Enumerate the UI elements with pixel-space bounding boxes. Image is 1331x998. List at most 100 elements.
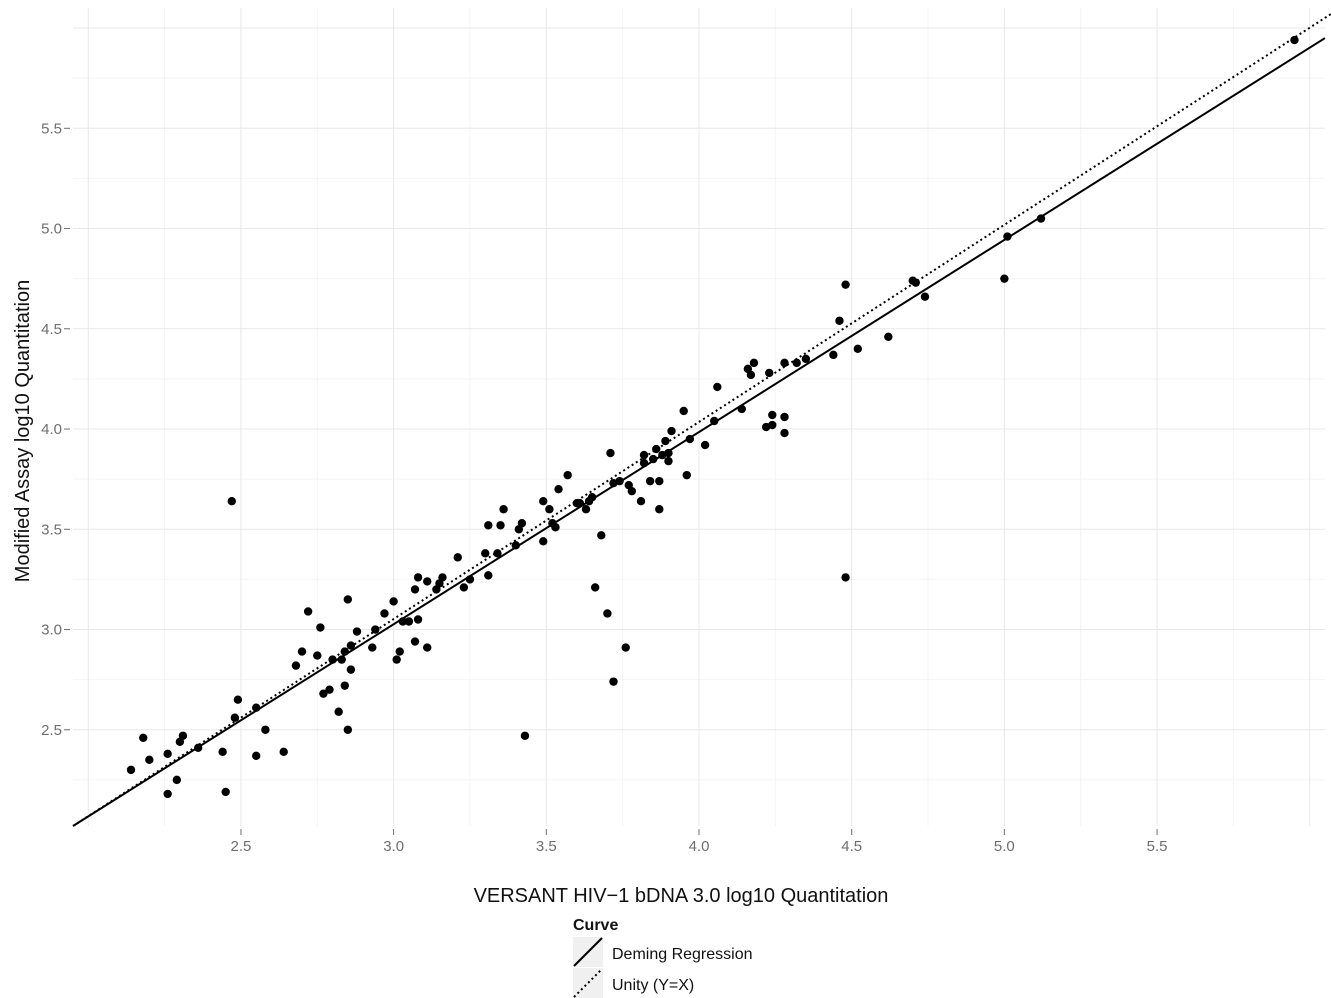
data-point	[410, 637, 420, 646]
data-point	[835, 316, 844, 325]
legend-item-deming: Deming Regression	[573, 937, 753, 967]
data-point	[423, 577, 432, 586]
curves	[72, 12, 1331, 827]
data-point	[780, 358, 789, 368]
data-point	[252, 751, 261, 761]
data-point	[319, 689, 328, 698]
data-point	[920, 292, 930, 301]
data-point	[664, 448, 673, 458]
data-point	[380, 609, 389, 618]
data-point	[652, 444, 661, 454]
legend-key-dotted-line	[573, 968, 603, 998]
legend: Curve Deming Regression Unity (Y=X)	[573, 917, 753, 998]
deming-regression-line	[72, 37, 1326, 827]
y-tick-label: 4.0	[41, 421, 62, 438]
data-point	[1290, 35, 1299, 45]
data-point	[682, 470, 691, 480]
axis-ticks: 2.5 3.0 3.5 4.0 4.5 5.0 5.5 2.5 3.0 3.5 4.0 4.5 5.0 5…	[41, 120, 1167, 855]
unity-line	[72, 12, 1331, 827]
data-point	[603, 609, 612, 618]
data-point	[398, 617, 407, 626]
data-point	[499, 505, 508, 514]
data-point	[346, 665, 356, 674]
y-tick-label: 3.5	[41, 521, 62, 538]
data-point	[587, 492, 597, 502]
data-point	[749, 358, 759, 368]
data-point	[484, 521, 493, 530]
data-point	[554, 484, 563, 494]
legend-title: Curve	[573, 917, 618, 934]
data-point	[1036, 214, 1046, 223]
data-point	[590, 583, 600, 592]
data-point	[551, 523, 560, 532]
data-point	[218, 747, 227, 757]
data-point	[252, 703, 261, 712]
data-point	[575, 499, 585, 508]
data-point	[511, 541, 520, 550]
data-point	[459, 583, 469, 592]
data-point	[615, 476, 624, 486]
data-point	[145, 755, 154, 765]
y-tick-label: 5.5	[41, 120, 62, 137]
data-point	[334, 707, 343, 716]
data-point	[841, 573, 850, 582]
x-tick-label: 5.0	[994, 838, 1015, 855]
data-point	[297, 647, 307, 656]
data-point	[853, 344, 862, 354]
data-point	[346, 641, 356, 650]
data-point	[1000, 274, 1009, 283]
data-point	[700, 440, 710, 450]
data-point	[413, 615, 423, 624]
legend-key-background	[573, 968, 603, 998]
data-point	[371, 625, 380, 634]
data-point	[453, 553, 462, 562]
data-point	[325, 685, 334, 694]
data-point	[664, 456, 673, 466]
data-point	[655, 505, 664, 514]
data-point	[563, 470, 572, 480]
data-point	[481, 549, 490, 558]
data-point	[639, 450, 649, 460]
data-point	[545, 505, 554, 514]
data-point	[627, 486, 637, 496]
data-point	[337, 655, 346, 664]
data-point	[801, 354, 811, 364]
x-tick-label: 2.5	[231, 838, 252, 855]
data-point	[792, 358, 801, 368]
data-point	[780, 412, 789, 422]
data-point	[829, 350, 838, 360]
data-point	[340, 647, 349, 656]
data-point	[517, 519, 527, 528]
data-point	[413, 573, 423, 582]
data-point	[328, 655, 337, 664]
data-point	[438, 573, 447, 582]
data-point	[221, 787, 230, 797]
data-point	[410, 585, 420, 594]
data-point	[493, 549, 502, 558]
grid-major	[73, 8, 1325, 826]
data-point	[520, 731, 530, 740]
data-point	[780, 428, 789, 438]
data-point	[227, 497, 236, 506]
data-point	[685, 434, 695, 444]
data-point	[484, 571, 493, 580]
legend-label-unity: Unity (Y=X)	[612, 977, 694, 994]
x-tick-label: 4.5	[841, 838, 862, 855]
data-point	[352, 627, 362, 636]
data-point	[404, 617, 414, 626]
data-point	[392, 655, 401, 664]
data-point	[768, 410, 777, 420]
data-point	[911, 278, 921, 287]
data-point	[465, 575, 475, 584]
y-tick-label: 3.0	[41, 622, 62, 639]
data-point	[713, 382, 722, 392]
data-point	[609, 677, 618, 686]
legend-item-unity: Unity (Y=X)	[573, 968, 694, 998]
data-point	[233, 695, 243, 704]
data-point	[539, 497, 548, 506]
data-point	[841, 280, 850, 289]
y-tick-label: 4.5	[41, 321, 62, 338]
data-point	[661, 436, 670, 446]
data-point	[768, 420, 777, 430]
data-point	[1003, 232, 1012, 241]
